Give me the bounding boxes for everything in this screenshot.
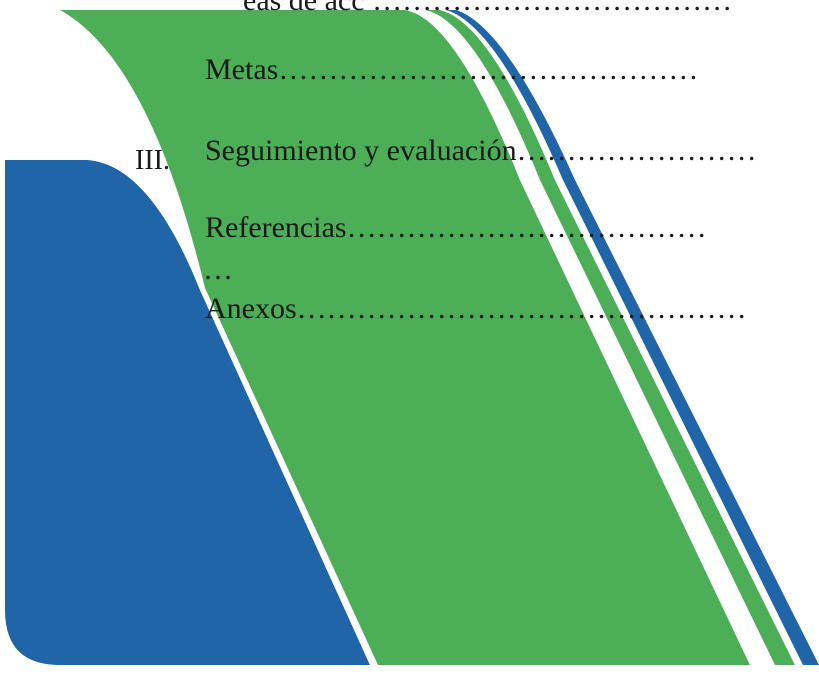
toc-entry-leader: …………………………………… — [278, 53, 699, 86]
toc-entry-referencias[interactable]: Referencias……………………………… — [205, 213, 707, 243]
green-stripe-thin — [425, 10, 795, 665]
toc-entry-metas[interactable]: Metas…………………………………… — [205, 55, 698, 85]
toc-entry-label: Anexos — [205, 292, 297, 325]
white-stripe — [405, 10, 775, 665]
white-gap-left — [88, 160, 390, 665]
toc-entry-label: Seguimiento y evaluación — [205, 134, 517, 167]
toc-partial-top-line: eas de acc ……………………………… — [243, 0, 733, 17]
blue-stripe-right — [446, 10, 819, 665]
white-stripe-2 — [440, 10, 803, 665]
toc-entry-seguimiento[interactable]: Seguimiento y evaluación…………………… — [205, 136, 757, 166]
toc-wrapped-ellipsis: … — [203, 253, 233, 286]
toc-entry-leader: ……………………………………… — [296, 292, 747, 325]
section-roman-numeral: III. — [135, 145, 170, 176]
toc-entry-label: Metas — [205, 53, 279, 86]
toc-entry-label: Referencias — [205, 211, 347, 244]
blue-wave-left — [5, 160, 370, 665]
toc-entry-leader: …………………… — [516, 134, 757, 167]
toc-entry-anexos[interactable]: Anexos……………………………………… — [205, 294, 747, 324]
green-wave-main — [60, 10, 750, 665]
toc-entry-leader: ……………………………… — [346, 211, 707, 244]
